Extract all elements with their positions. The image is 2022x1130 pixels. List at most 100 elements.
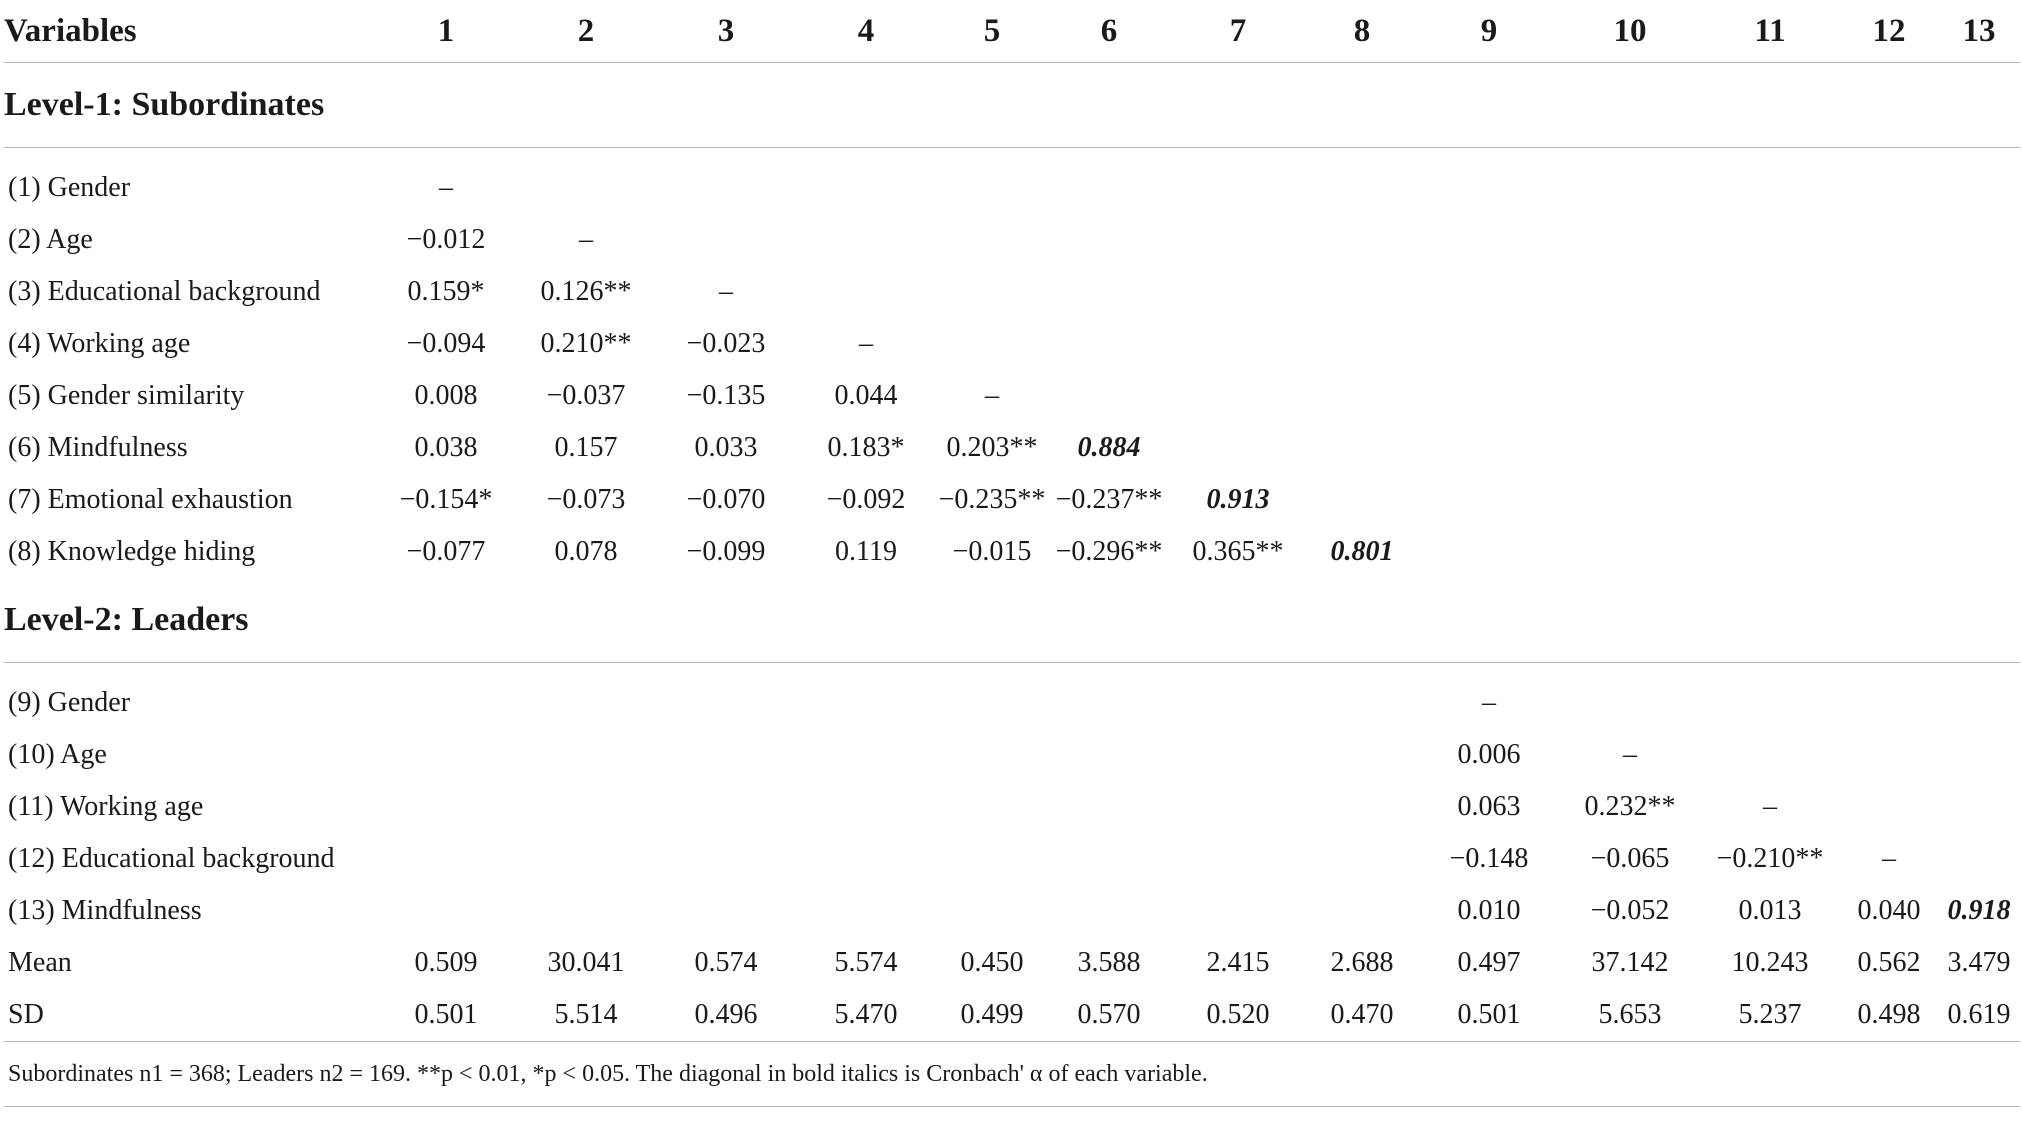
table-cell	[936, 729, 1048, 781]
table-cell	[1170, 729, 1306, 781]
table-cell	[1306, 781, 1418, 833]
table-cell: –	[1482, 687, 1496, 718]
table-cell	[1700, 162, 1840, 214]
table-cell	[1840, 214, 1938, 266]
table-cell	[1700, 474, 1840, 526]
table-cell: −0.037	[546, 380, 626, 411]
table-cell	[1700, 422, 1840, 474]
table-cell	[1170, 677, 1306, 729]
row-label: SD	[4, 989, 376, 1042]
cronbach-alpha-cell: 0.913	[1206, 484, 1270, 515]
table-cell: 0.520	[1170, 989, 1306, 1042]
table-cell: −0.235**	[938, 484, 1046, 515]
table-cell	[1306, 677, 1418, 729]
table-cell: 0.501	[376, 989, 516, 1042]
table-cell	[936, 833, 1048, 885]
table-cell	[656, 677, 796, 729]
table-cell	[936, 677, 1048, 729]
table-cell: 5.574	[834, 947, 898, 978]
table-cell	[1840, 677, 1938, 729]
table-cell: −0.154*	[399, 484, 493, 515]
table-cell: 0.078	[554, 536, 618, 567]
row-label: (8) Knowledge hiding	[8, 536, 256, 567]
table-cell: 0.038	[414, 432, 478, 463]
row-label: (13) Mindfulness	[8, 895, 202, 926]
table-row: (12) Educational background −0.148 −0.065 −…	[4, 833, 2020, 885]
table-cell	[796, 729, 936, 781]
column-header-7: 7	[1170, 0, 1306, 63]
table-cell	[1700, 370, 1840, 422]
table-cell: 0.040	[1857, 895, 1921, 926]
table-cell: 0.063	[1457, 791, 1521, 822]
table-cell	[1840, 729, 1938, 781]
table-cell	[936, 214, 1048, 266]
table-cell: 3.479	[1947, 947, 2011, 978]
table-cell	[1840, 318, 1938, 370]
table-cell	[1170, 833, 1306, 885]
row-label: (10) Age	[8, 739, 107, 770]
table-cell	[1418, 318, 1560, 370]
table-cell: 0.232**	[1584, 791, 1676, 822]
cronbach-alpha-cell: 0.884	[1077, 432, 1141, 463]
table-cell	[796, 781, 936, 833]
column-header-12: 12	[1840, 0, 1938, 63]
table-cell: −0.210**	[1716, 843, 1824, 874]
table-cell	[796, 214, 936, 266]
row-label: (5) Gender similarity	[8, 380, 245, 411]
level2-section-title: Level-2: Leaders	[4, 578, 2020, 663]
table-cell	[1700, 526, 1840, 578]
table-cell	[1560, 422, 1700, 474]
table-row: (2) Age −0.012 –	[4, 214, 2020, 266]
row-label: (7) Emotional exhaustion	[8, 484, 293, 515]
table-cell: −0.073	[546, 484, 626, 515]
table-cell: 0.450	[960, 947, 1024, 978]
table-cell: 5.470	[796, 989, 936, 1042]
column-header-11: 11	[1700, 0, 1840, 63]
table-row: (7) Emotional exhaustion −0.154* −0.073 −0.…	[4, 474, 2020, 526]
table-row: (13) Mindfulness 0.010 −0.052 0.013 0.040 0.9…	[4, 885, 2020, 937]
table-cell	[936, 318, 1048, 370]
table-cell	[1840, 781, 1938, 833]
table-footnote: Subordinates n1 = 368; Leaders n2 = 169.…	[4, 1041, 2020, 1107]
table-cell	[516, 833, 656, 885]
table-row: (10) Age 0.006 –	[4, 729, 2020, 781]
table-cell	[1048, 781, 1170, 833]
level1-section-title: Level-1: Subordinates	[4, 62, 2020, 148]
table-cell: −0.052	[1590, 895, 1670, 926]
table-cell	[1700, 729, 1840, 781]
table-cell: 37.142	[1591, 947, 1669, 978]
table-cell	[656, 214, 796, 266]
table-cell	[1170, 266, 1306, 318]
level1-section-row: Level-1: Subordinates	[4, 62, 2020, 148]
table-cell: 0.509	[414, 947, 478, 978]
table-cell	[1170, 422, 1306, 474]
table-cell: −0.065	[1590, 843, 1670, 874]
table-cell: −0.099	[686, 536, 766, 567]
table-cell	[516, 677, 656, 729]
cronbach-alpha-cell: 0.801	[1330, 536, 1394, 567]
header-row: Variables 1 2 3 4 5 6 7 8 9 10 11 12 13	[4, 0, 2020, 63]
table-cell	[1938, 422, 2020, 474]
table-cell	[1938, 781, 2020, 833]
table-cell: 2.415	[1206, 947, 1270, 978]
table-cell	[1560, 318, 1700, 370]
table-cell	[1938, 266, 2020, 318]
table-cell: 0.008	[414, 380, 478, 411]
table-cell: –	[719, 276, 733, 307]
table-cell	[1840, 474, 1938, 526]
column-header-8: 8	[1306, 0, 1418, 63]
table-cell	[936, 885, 1048, 937]
table-cell	[376, 885, 516, 937]
table-cell: −0.094	[406, 328, 486, 359]
table-cell: 0.498	[1840, 989, 1938, 1042]
table-cell: −0.092	[826, 484, 906, 515]
table-cell: –	[985, 380, 999, 411]
table-cell: 0.010	[1457, 895, 1521, 926]
table-cell	[1840, 370, 1938, 422]
table-cell	[1306, 266, 1418, 318]
table-row: Mean 0.509 30.041 0.574 5.574 0.450 3.588 2.415…	[4, 937, 2020, 989]
table-cell	[1048, 370, 1170, 422]
table-cell	[1938, 162, 2020, 214]
table-cell: 0.501	[1418, 989, 1560, 1042]
table-cell: 0.013	[1738, 895, 1802, 926]
